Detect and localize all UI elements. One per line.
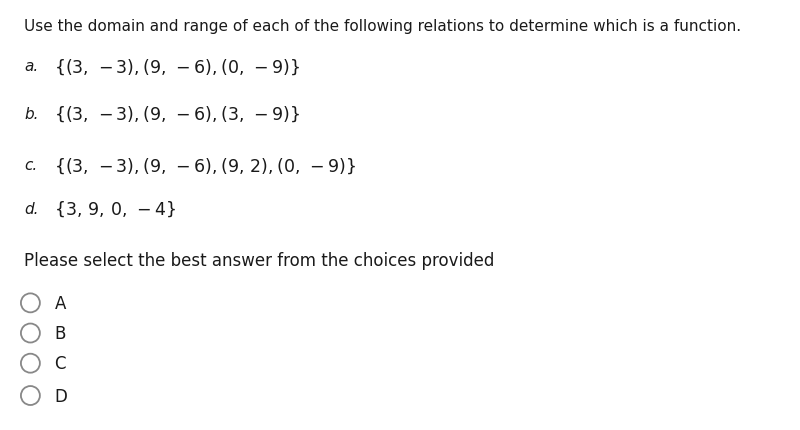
Text: C: C: [54, 354, 66, 372]
Text: a.: a.: [24, 59, 38, 74]
Text: D: D: [54, 387, 67, 405]
Text: Use the domain and range of each of the following relations to determine which i: Use the domain and range of each of the …: [24, 19, 741, 34]
Text: Please select the best answer from the choices provided: Please select the best answer from the c…: [24, 251, 494, 269]
Text: A: A: [54, 294, 66, 312]
Text: $\left\{3,\,9,\,0,\,-4\right\}$: $\left\{3,\,9,\,0,\,-4\right\}$: [54, 199, 177, 218]
Text: c.: c.: [24, 158, 38, 173]
Text: $\left\{\left(3,\,-3\right),\left(9,\,-6\right),\left(3,\,-9\right)\right\}$: $\left\{\left(3,\,-3\right),\left(9,\,-6…: [54, 104, 300, 124]
Text: $\left\{\left(3,\,-3\right),\left(9,\,-6\right),\left(0,\,-9\right)\right\}$: $\left\{\left(3,\,-3\right),\left(9,\,-6…: [54, 57, 300, 77]
Text: b.: b.: [24, 107, 38, 121]
Text: d.: d.: [24, 201, 38, 216]
Text: $\left\{\left(3,\,-3\right),\left(9,\,-6\right),\left(9,\,2\right),\left(0,\,-9\: $\left\{\left(3,\,-3\right),\left(9,\,-6…: [54, 156, 357, 175]
Text: B: B: [54, 324, 66, 342]
